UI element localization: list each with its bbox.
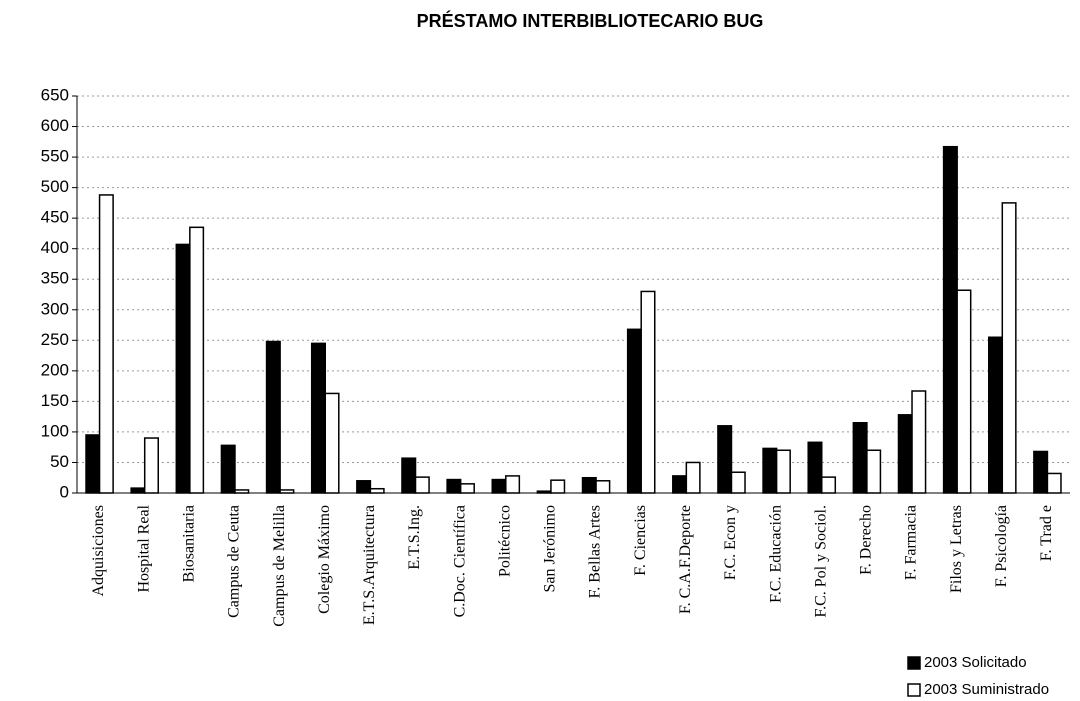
bar bbox=[189, 226, 205, 494]
y-tick-label: 650 bbox=[41, 85, 69, 104]
x-tick-label: E.T.S.Ing. bbox=[406, 505, 423, 570]
bar bbox=[852, 422, 868, 494]
bar bbox=[505, 475, 521, 494]
bar bbox=[324, 392, 340, 494]
bar bbox=[85, 434, 101, 494]
bar bbox=[143, 437, 159, 494]
x-tick-label: Filos y Letras bbox=[948, 505, 965, 593]
x-tick-label: Biosanitaria bbox=[181, 505, 198, 582]
bar bbox=[369, 487, 385, 494]
y-tick-label: 100 bbox=[41, 421, 69, 440]
x-tick-label: C.Doc. Científica bbox=[451, 505, 468, 617]
bar bbox=[626, 328, 642, 494]
y-tick-label: 400 bbox=[41, 238, 69, 257]
x-tick-label: F. Psicología bbox=[993, 505, 1010, 587]
legend-swatch bbox=[907, 683, 921, 697]
chart-title: PRÉSTAMO INTERBIBLIOTECARIO BUG bbox=[417, 10, 764, 31]
bar bbox=[220, 444, 236, 494]
bar bbox=[595, 480, 611, 494]
x-tick-label: F.C. Econ y bbox=[722, 505, 739, 580]
bar bbox=[762, 447, 778, 494]
bar bbox=[956, 289, 972, 494]
bar bbox=[942, 145, 958, 494]
bar bbox=[672, 475, 688, 494]
x-tick-label: Campus de Melilla bbox=[271, 505, 288, 627]
y-tick-label: 550 bbox=[41, 147, 69, 166]
bar bbox=[356, 480, 372, 494]
legend-label: 2003 Solicitado bbox=[924, 654, 1027, 671]
y-tick-label: 200 bbox=[41, 360, 69, 379]
y-tick-label: 50 bbox=[50, 452, 69, 471]
bar bbox=[491, 478, 507, 494]
bar bbox=[175, 243, 191, 494]
x-tick-label: F. C.A.F.Deporte bbox=[677, 505, 694, 614]
x-tick-label: Colegio Máximo bbox=[316, 505, 333, 614]
y-tick-label: 300 bbox=[41, 299, 69, 318]
y-tick-label: 500 bbox=[41, 177, 69, 196]
bar bbox=[640, 290, 656, 494]
bar bbox=[581, 476, 597, 494]
bar bbox=[401, 457, 417, 494]
y-tick-label: 150 bbox=[41, 391, 69, 410]
bar bbox=[536, 490, 552, 494]
bar bbox=[730, 471, 746, 494]
x-tick-label: Campus de Ceuta bbox=[226, 505, 243, 618]
x-tick-label: Hospital Real bbox=[135, 504, 152, 592]
x-tick-label: F. Farmacia bbox=[903, 505, 920, 580]
x-tick-label: E.T.S.Arquitectura bbox=[361, 505, 378, 625]
y-tick-label: 450 bbox=[41, 208, 69, 227]
bar bbox=[459, 483, 475, 494]
bar bbox=[866, 449, 882, 494]
bar bbox=[265, 340, 281, 494]
bar bbox=[234, 489, 250, 494]
bar bbox=[1001, 202, 1017, 494]
bar bbox=[279, 489, 295, 494]
bar bbox=[988, 336, 1004, 494]
x-tick-label: F.C. Educación bbox=[767, 505, 784, 603]
x-tick-label: F. Ciencias bbox=[632, 505, 649, 576]
y-tick-label: 0 bbox=[60, 482, 69, 501]
bar bbox=[414, 476, 430, 494]
bar bbox=[98, 194, 114, 494]
bar bbox=[310, 342, 326, 494]
x-tick-label: F. Derecho bbox=[858, 505, 875, 575]
legend-swatch bbox=[907, 656, 921, 670]
bar bbox=[775, 449, 791, 494]
legend-label: 2003 Suministrado bbox=[924, 681, 1049, 698]
bar bbox=[897, 414, 913, 494]
x-tick-label: F. Bellas Artes bbox=[587, 505, 604, 598]
bar bbox=[446, 478, 462, 494]
x-tick-label: Politécnico bbox=[496, 505, 513, 577]
y-tick-label: 350 bbox=[41, 269, 69, 288]
bar bbox=[821, 476, 837, 494]
x-tick-label: Adquisiciones bbox=[90, 505, 107, 597]
bar bbox=[685, 461, 701, 494]
bar bbox=[911, 390, 927, 494]
bar bbox=[807, 441, 823, 494]
x-tick-label: F. Trad e bbox=[1038, 505, 1055, 561]
x-tick-label: San Jerónimo bbox=[542, 505, 559, 593]
bar bbox=[130, 487, 146, 494]
bar bbox=[1033, 450, 1049, 494]
bar bbox=[717, 425, 733, 494]
y-tick-label: 600 bbox=[41, 116, 69, 135]
y-tick-label: 250 bbox=[41, 330, 69, 349]
bar bbox=[550, 479, 566, 494]
x-tick-label: F.C. Pol y Sociol. bbox=[812, 505, 829, 618]
bar bbox=[1046, 472, 1062, 494]
